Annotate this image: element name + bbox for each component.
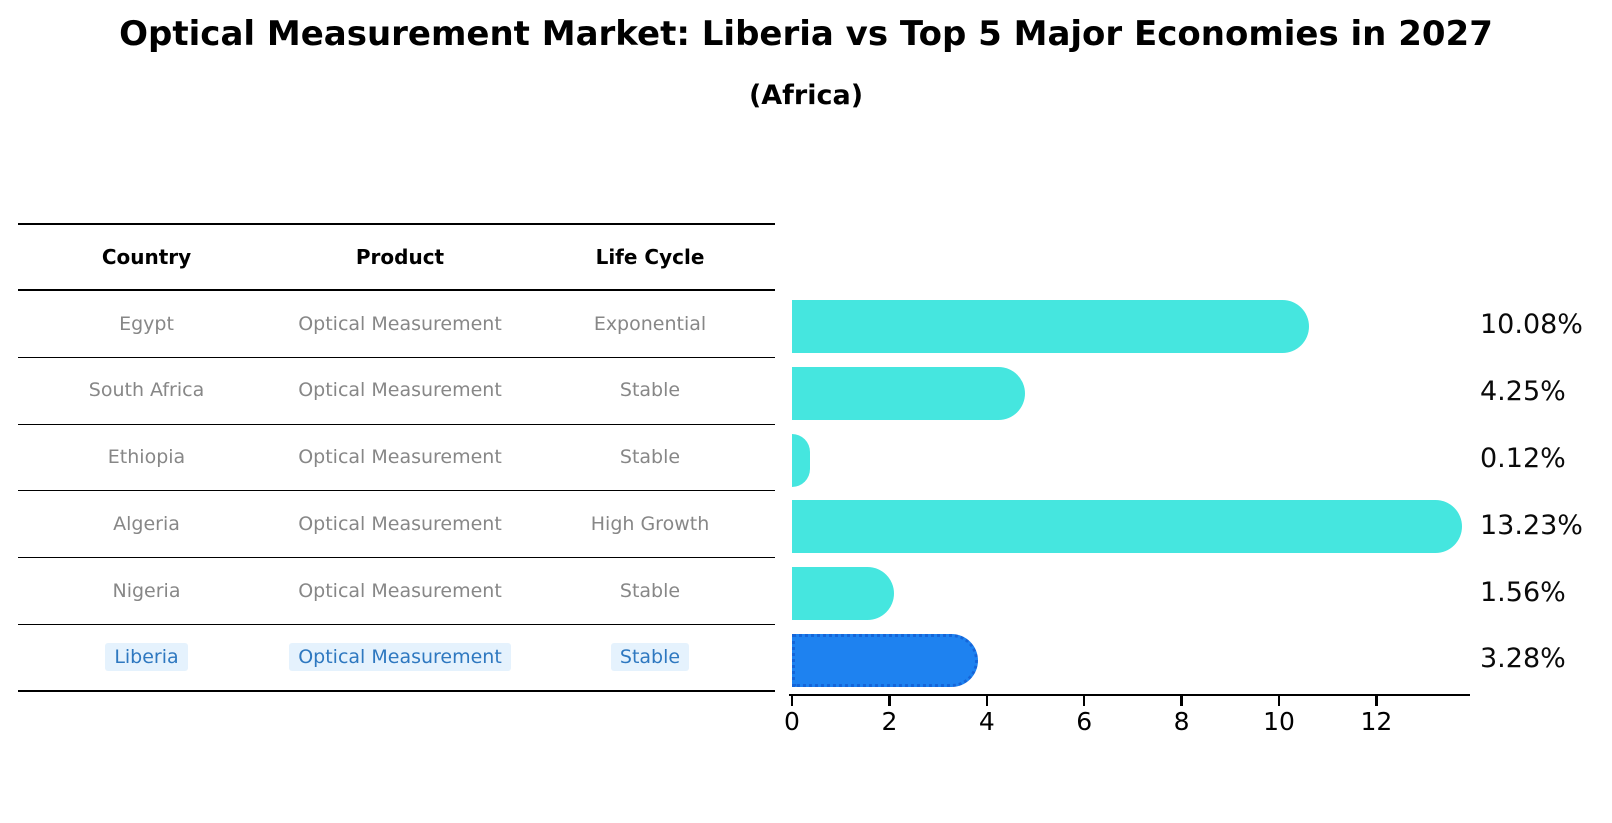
bar-row-south-africa	[792, 366, 1025, 420]
x-tick-mark	[1082, 696, 1086, 706]
bar	[792, 500, 1463, 554]
bar	[792, 366, 1025, 420]
x-tick-mark	[985, 696, 989, 706]
table-cell-product: Optical Measurement	[298, 446, 502, 469]
table-cell-country: Liberia	[18, 642, 275, 671]
x-tick-label: 6	[1076, 707, 1093, 736]
bar	[792, 299, 1309, 353]
table-row-algeria: Algeria Optical Measurement High Growth	[18, 491, 775, 559]
table-cell-life-cycle: Stable	[619, 579, 681, 602]
chart-subtitle: (Africa)	[748, 80, 864, 111]
table-cell-product: Optical Measurement	[298, 512, 502, 535]
bar	[792, 433, 810, 487]
value-label: 13.23%	[1480, 509, 1583, 541]
table-cell-life-cycle: Stable	[525, 642, 775, 671]
bar-row-nigeria	[792, 567, 894, 621]
table-row-south-africa: South Africa Optical Measurement Stable	[18, 358, 775, 425]
x-tick-mark	[790, 696, 794, 706]
value-label: 4.25%	[1480, 376, 1566, 408]
table-row-ethiopia: Ethiopia Optical Measurement Stable	[18, 425, 775, 492]
x-tick-label: 0	[784, 707, 800, 736]
column-header-product: Product	[355, 245, 445, 269]
table-cell-country: Nigeria	[112, 579, 181, 602]
table-cell-country: Algeria	[113, 512, 180, 535]
bar-row-algeria	[792, 500, 1463, 554]
country-table: Country Product Life Cycle Egypt Optical …	[18, 223, 775, 692]
chart-title: Optical Measurement Market: Liberia vs T…	[119, 14, 1493, 54]
table-cell-country: Ethiopia	[107, 446, 186, 469]
table-cell-product: Optical Measurement	[298, 312, 502, 335]
x-tick-label: 12	[1360, 707, 1393, 736]
x-tick-mark	[1180, 696, 1183, 706]
x-tick-label: 8	[1173, 707, 1190, 736]
highlighted-bar	[792, 633, 978, 687]
table-cell-life-cycle: Exponential	[593, 312, 707, 335]
x-tick-label: 10	[1263, 707, 1295, 736]
table-cell-product: Optical Measurement	[298, 379, 502, 402]
table-cell-life-cycle: Stable	[619, 446, 681, 469]
value-label: 1.56%	[1480, 576, 1566, 608]
value-label: 0.12%	[1480, 443, 1566, 474]
bar-row-liberia	[792, 633, 978, 687]
x-tick-label: 4	[978, 707, 995, 736]
x-axis-line	[789, 693, 1470, 696]
x-tick-mark	[1375, 696, 1378, 706]
value-label: 3.28%	[1480, 643, 1566, 675]
table-cell-life-cycle: High Growth	[590, 512, 710, 535]
table-cell-product: Optical Measurement	[298, 579, 502, 602]
x-tick-mark	[1277, 696, 1281, 706]
table-cell-country: Egypt	[119, 312, 174, 335]
table-cell-country: South Africa	[88, 379, 205, 402]
x-tick-mark	[888, 696, 891, 706]
bar-row-ethiopia	[792, 433, 810, 487]
table-cell-product: Optical Measurement	[275, 642, 525, 671]
column-header-country: Country	[101, 245, 192, 269]
table-header-row: Country Product Life Cycle	[18, 225, 775, 291]
x-tick-label: 2	[881, 707, 898, 736]
bar-row-egypt	[792, 299, 1309, 353]
table-body: Egypt Optical Measurement Exponential South…	[18, 291, 775, 692]
column-header-life-cycle: Life Cycle	[595, 245, 705, 269]
bar	[792, 567, 894, 621]
table-row-egypt: Egypt Optical Measurement Exponential	[18, 291, 775, 358]
table-row-nigeria: Nigeria Optical Measurement Stable	[18, 558, 775, 625]
table-cell-life-cycle: Stable	[619, 379, 681, 402]
value-label: 10.08%	[1480, 309, 1583, 341]
table-row-liberia: Liberia Optical Measurement Stable	[18, 625, 775, 692]
